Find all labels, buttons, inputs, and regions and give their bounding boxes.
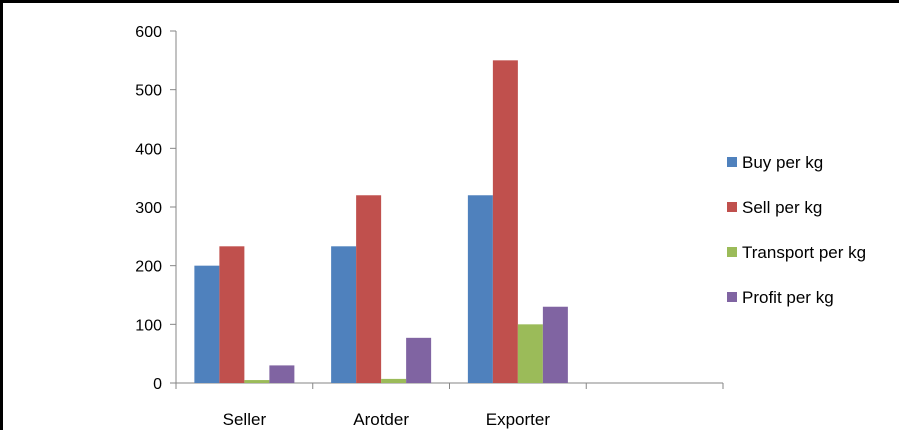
legend-label: Profit per kg: [742, 288, 834, 307]
y-tick-label: 400: [135, 141, 162, 158]
bar: [542, 306, 568, 383]
bar: [244, 380, 270, 383]
bar: [331, 246, 357, 383]
legend-swatch: [727, 292, 737, 302]
bar: [219, 246, 245, 383]
y-tick-label: 300: [135, 200, 162, 217]
y-tick-label: 500: [135, 83, 162, 100]
x-tick-label: Arotder: [353, 410, 409, 429]
legend-label: Sell per kg: [742, 198, 822, 217]
y-axis: 0 100 200 300 400 500 600: [135, 24, 177, 393]
y-tick-label: 200: [135, 259, 162, 276]
x-tick-label: Exporter: [486, 410, 551, 429]
legend-label: Buy per kg: [742, 153, 823, 172]
y-tick-label: 100: [135, 317, 162, 334]
x-tick-label: Seller: [223, 410, 267, 429]
legend: Buy per kg Sell per kg Transport per kg Pro…: [727, 153, 866, 307]
bar: [194, 265, 220, 383]
bar: [406, 337, 432, 383]
bar: [492, 60, 518, 383]
legend-swatch: [727, 202, 737, 212]
bar: [269, 365, 295, 383]
y-tick-label: 0: [153, 376, 162, 393]
bar: [517, 324, 543, 383]
bar: [356, 195, 382, 383]
y-tick-label: 600: [135, 24, 162, 41]
bar: [467, 195, 493, 383]
x-axis: Seller Arotder Exporter: [175, 382, 724, 429]
legend-swatch: [727, 157, 737, 167]
legend-swatch: [727, 247, 737, 257]
bars: [194, 60, 568, 383]
legend-label: Transport per kg: [742, 243, 866, 262]
bar: [381, 378, 407, 383]
bar-chart: 0 100 200 300 400 500 600 Seller Arotder Exporte…: [135, 24, 866, 429]
